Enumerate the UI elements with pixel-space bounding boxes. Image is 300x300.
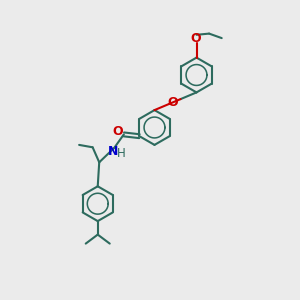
Text: O: O [190, 32, 201, 45]
Text: N: N [108, 145, 119, 158]
Text: H: H [116, 147, 125, 160]
Text: O: O [112, 125, 123, 138]
Text: O: O [168, 96, 178, 109]
